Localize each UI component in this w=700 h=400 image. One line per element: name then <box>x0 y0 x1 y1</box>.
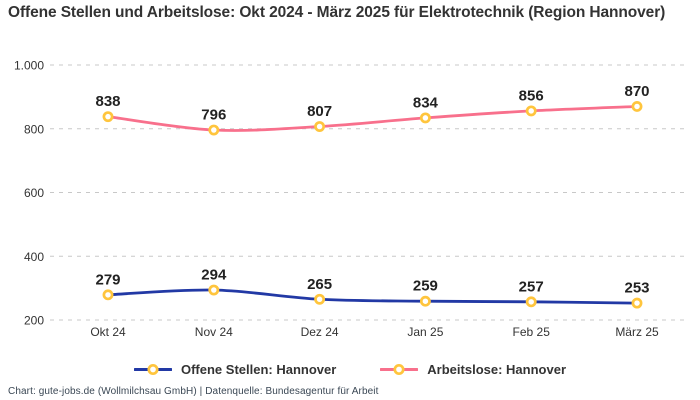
data-point-marker <box>419 112 431 124</box>
x-axis-tick-label: Okt 24 <box>90 325 126 339</box>
x-axis-tick-label: März 25 <box>615 325 659 339</box>
y-axis-tick-label: 200 <box>24 314 44 328</box>
x-axis-tick-label: Dez 24 <box>301 325 339 339</box>
legend-item-arbeitslose-hannover[interactable]: Arbeitslose: Hannover <box>380 362 566 377</box>
x-axis-tick-label: Feb 25 <box>513 325 551 339</box>
series-line-offene-stellen-hannover <box>106 288 639 305</box>
y-axis-tick-label: 600 <box>24 186 44 200</box>
data-point-marker <box>631 297 643 309</box>
legend-label: Arbeitslose: Hannover <box>427 362 566 377</box>
legend-line-marker-icon <box>133 363 172 376</box>
y-axis-tick-label: 1.000 <box>14 59 44 73</box>
data-point-label: 796 <box>201 107 226 124</box>
legend-line-marker-icon <box>380 363 419 376</box>
data-point-label: 834 <box>413 94 439 111</box>
data-point-label: 294 <box>201 267 227 284</box>
chart-title: Offene Stellen und Arbeitslose: Okt 2024… <box>8 4 666 21</box>
data-point-label: 279 <box>95 271 120 288</box>
data-point-label: 259 <box>413 278 438 295</box>
y-axis-tick-label: 800 <box>24 122 44 136</box>
data-point-label: 265 <box>307 276 332 293</box>
data-point-marker <box>525 105 537 117</box>
data-point-label: 253 <box>624 280 649 297</box>
source-attribution: Chart: gute-jobs.de (Wollmilchsau GmbH) … <box>8 386 379 397</box>
data-point-label: 807 <box>307 103 332 120</box>
data-point-marker <box>208 284 220 296</box>
data-point-label: 870 <box>624 83 649 100</box>
x-axis-tick-label: Nov 24 <box>195 325 233 339</box>
legend-item-offene-stellen-hannover[interactable]: Offene Stellen: Hannover <box>133 362 337 377</box>
series-line-arbeitslose-hannover <box>106 105 639 132</box>
y-axis-tick-label: 400 <box>24 250 44 264</box>
data-point-marker <box>102 111 114 123</box>
data-point-label: 257 <box>519 278 544 295</box>
data-point-marker <box>208 124 220 136</box>
data-point-marker <box>419 295 431 307</box>
data-point-label: 856 <box>519 87 544 104</box>
data-point-marker <box>525 296 537 308</box>
data-point-marker <box>314 121 326 132</box>
data-point-marker <box>314 293 326 305</box>
x-axis-tick-label: Jan 25 <box>407 325 443 339</box>
data-point-marker <box>631 100 643 112</box>
line-chart-plot-area: 200 400 600 800 1.000 Okt 24 Nov 24 Dez 24 Jan 2… <box>14 59 684 339</box>
data-point-label: 838 <box>95 93 120 110</box>
legend-label: Offene Stellen: Hannover <box>180 362 337 377</box>
data-point-marker <box>102 289 114 301</box>
chart-legend: Offene Stellen: Hannover Arbeitslose: Han… <box>0 362 700 377</box>
